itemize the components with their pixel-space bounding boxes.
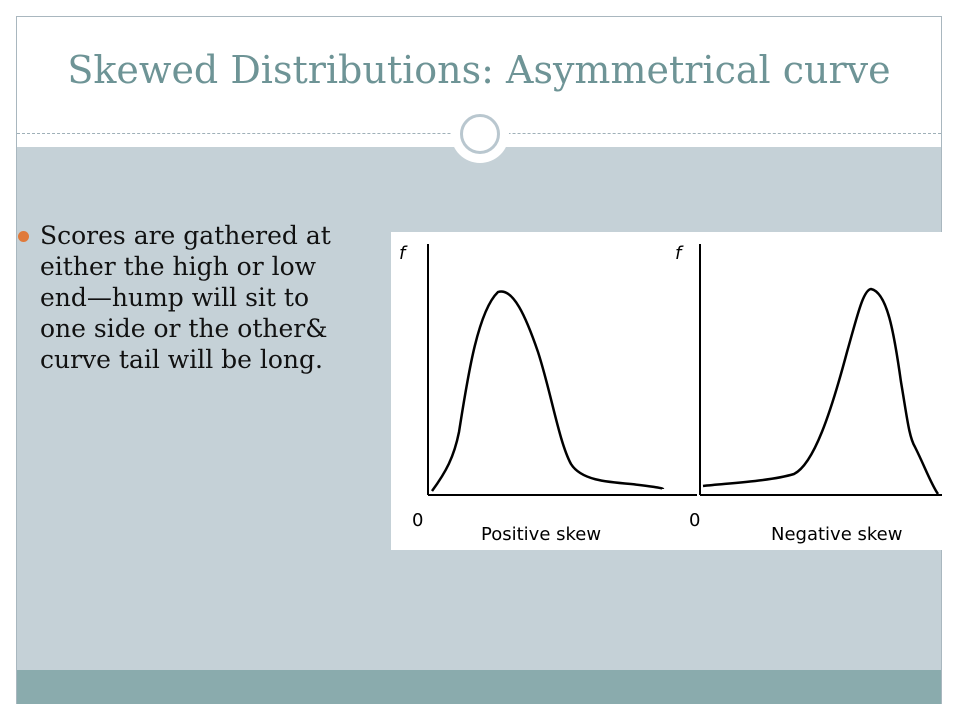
negative-y-label: f	[675, 243, 684, 264]
ornament-ring	[460, 114, 500, 154]
negative-origin-label: 0	[689, 510, 700, 531]
positive-origin-label: 0	[412, 510, 423, 531]
bullet-text: Scores are gathered at either the high o…	[40, 221, 331, 374]
slide-title: Skewed Distributions: Asymmetrical curve	[67, 48, 891, 92]
positive-caption: Positive skew	[481, 524, 601, 545]
bullet-list: Scores are gathered at either the high o…	[18, 220, 338, 375]
bullet-dot-icon	[18, 231, 29, 242]
bullet-item: Scores are gathered at either the high o…	[18, 220, 338, 375]
circle-ornament-icon	[451, 105, 509, 163]
negative-skew-curve	[702, 287, 940, 495]
positive-skew-panel: f 0 Positive skew	[399, 243, 697, 545]
positive-y-label: f	[399, 243, 408, 264]
positive-skew-curve	[430, 290, 665, 492]
negative-caption: Negative skew	[771, 524, 902, 545]
skew-diagram-svg: f 0 Positive skew f 0 Negative skew	[399, 243, 942, 545]
footer-band	[17, 670, 941, 704]
skew-diagram: f 0 Positive skew f 0 Negative skew	[391, 232, 942, 550]
negative-skew-panel: f 0 Negative skew	[675, 243, 942, 545]
